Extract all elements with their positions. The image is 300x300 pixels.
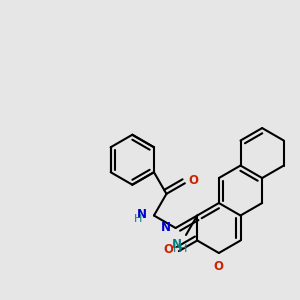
- Text: N: N: [161, 221, 171, 234]
- Text: O: O: [214, 260, 224, 273]
- Text: H: H: [179, 244, 187, 254]
- Text: N: N: [171, 238, 182, 251]
- Text: N: N: [137, 208, 147, 221]
- Text: H: H: [134, 214, 142, 224]
- Text: O: O: [164, 243, 173, 256]
- Text: O: O: [188, 174, 198, 187]
- Text: H: H: [173, 244, 181, 254]
